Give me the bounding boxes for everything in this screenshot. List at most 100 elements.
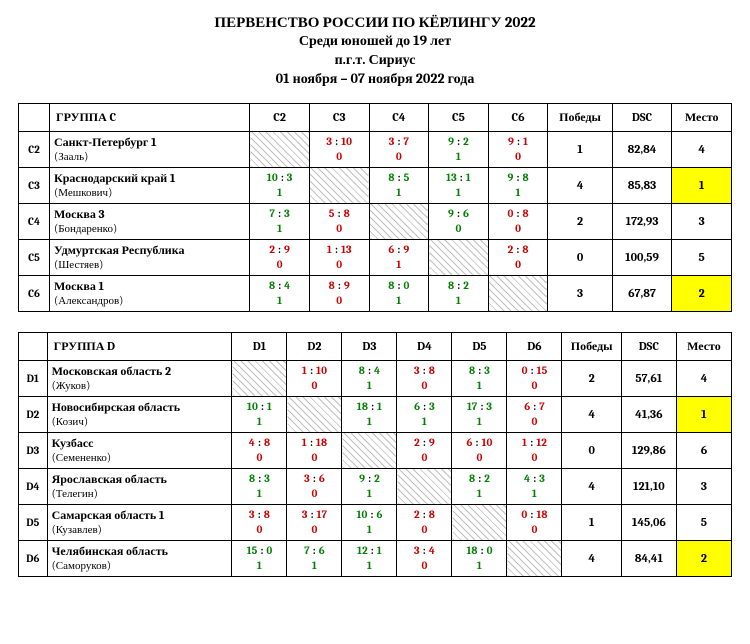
stone: 1 bbox=[493, 186, 544, 199]
score: 6:9 bbox=[374, 243, 425, 256]
match-cell: 1:120 bbox=[507, 432, 562, 468]
stone: 0 bbox=[374, 150, 425, 163]
score: 2:9 bbox=[401, 436, 447, 449]
score: 3:10 bbox=[314, 135, 365, 148]
dsc-cell: 82,84 bbox=[612, 131, 672, 167]
match-cell: 10:61 bbox=[342, 504, 397, 540]
match-cell: 9:10 bbox=[488, 131, 548, 167]
match-cell: 2:80 bbox=[397, 504, 452, 540]
stone: 1 bbox=[236, 559, 282, 572]
team-skip: (Александров) bbox=[54, 294, 245, 307]
stone: 0 bbox=[314, 294, 365, 307]
team-name: Московская область 2 bbox=[52, 364, 228, 379]
score: 9:1 bbox=[493, 135, 544, 148]
place-cell: 1 bbox=[676, 396, 731, 432]
col-header: D5 bbox=[452, 332, 507, 360]
score: 0:8 bbox=[493, 207, 544, 220]
stone: 0 bbox=[254, 258, 305, 271]
score: 9:6 bbox=[433, 207, 484, 220]
score: 6:7 bbox=[511, 400, 557, 413]
stone: 1 bbox=[236, 487, 282, 500]
match-cell: 7:31 bbox=[250, 203, 310, 239]
score: 3:4 bbox=[401, 544, 447, 557]
match-cell: 2:90 bbox=[250, 239, 310, 275]
dsc-cell: 121,10 bbox=[621, 468, 676, 504]
score: 3:7 bbox=[374, 135, 425, 148]
wins-cell: 2 bbox=[548, 203, 612, 239]
score: 18:0 bbox=[456, 544, 502, 557]
place-cell: 5 bbox=[676, 504, 731, 540]
team-name: Краснодарский край 1 bbox=[54, 171, 245, 186]
match-cell: 8:21 bbox=[452, 468, 507, 504]
place-cell: 6 bbox=[676, 432, 731, 468]
wins-cell: 3 bbox=[548, 275, 612, 311]
title-line-4: 01 ноября – 07 ноября 2022 года bbox=[18, 70, 732, 89]
match-cell: 3:80 bbox=[397, 360, 452, 396]
dsc-cell: 57,61 bbox=[621, 360, 676, 396]
row-idx: D6 bbox=[19, 540, 48, 576]
match-cell: 18:11 bbox=[342, 396, 397, 432]
row-idx: C2 bbox=[19, 131, 50, 167]
row-idx: D5 bbox=[19, 504, 48, 540]
title-line-1: ПЕРВЕНСТВО РОССИИ ПО КЁРЛИНГУ 2022 bbox=[18, 12, 732, 32]
match-cell: 10:11 bbox=[232, 396, 287, 432]
diagonal-cell bbox=[488, 275, 548, 311]
team-cell: Санкт-Петербург 1(Зааль) bbox=[50, 131, 250, 167]
wins-header: Победы bbox=[548, 103, 612, 131]
title-line-2: Среди юношей до 19 лет bbox=[18, 32, 732, 51]
score: 1:12 bbox=[511, 436, 557, 449]
stone: 0 bbox=[493, 258, 544, 271]
match-cell: 0:180 bbox=[507, 504, 562, 540]
team-row: C4Москва 3(Бондаренко)7:315:809:600:8021… bbox=[19, 203, 732, 239]
team-name: Кузбасс bbox=[52, 436, 228, 451]
stone: 1 bbox=[456, 487, 502, 500]
score: 8:3 bbox=[236, 472, 282, 485]
idx-header bbox=[19, 103, 50, 131]
score: 8:2 bbox=[433, 279, 484, 292]
place-header: Место bbox=[672, 103, 732, 131]
stone: 1 bbox=[236, 415, 282, 428]
score: 10:6 bbox=[346, 508, 392, 521]
team-row: C5Удмуртская Республика(Шестяев)2:901:13… bbox=[19, 239, 732, 275]
team-cell: Челябинская область(Саморуков) bbox=[47, 540, 232, 576]
score: 2:8 bbox=[493, 243, 544, 256]
score: 8:5 bbox=[374, 171, 425, 184]
match-cell: 10:31 bbox=[250, 167, 310, 203]
dsc-cell: 67,87 bbox=[612, 275, 672, 311]
score: 10:3 bbox=[254, 171, 305, 184]
team-skip: (Семененко) bbox=[52, 451, 228, 464]
match-cell: 17:31 bbox=[452, 396, 507, 432]
stone: 0 bbox=[314, 258, 365, 271]
match-cell: 3:40 bbox=[397, 540, 452, 576]
row-idx: C4 bbox=[19, 203, 50, 239]
diagonal-cell bbox=[232, 360, 287, 396]
team-row: C3Краснодарский край 1(Мешкович)10:318:5… bbox=[19, 167, 732, 203]
score: 8:2 bbox=[456, 472, 502, 485]
team-cell: Москва 3(Бондаренко) bbox=[50, 203, 250, 239]
stone: 1 bbox=[456, 559, 502, 572]
wins-cell: 2 bbox=[562, 360, 621, 396]
place-cell: 3 bbox=[672, 203, 732, 239]
team-name: Новосибирская область bbox=[52, 400, 228, 415]
team-skip: (Телегин) bbox=[52, 487, 228, 500]
wins-cell: 4 bbox=[562, 396, 621, 432]
diagonal-cell bbox=[250, 131, 310, 167]
score: 2:9 bbox=[254, 243, 305, 256]
team-cell: Кузбасс(Семененко) bbox=[47, 432, 232, 468]
team-skip: (Кузавлев) bbox=[52, 523, 228, 536]
match-cell: 9:21 bbox=[429, 131, 489, 167]
score: 6:3 bbox=[401, 400, 447, 413]
match-cell: 8:21 bbox=[429, 275, 489, 311]
match-cell: 8:01 bbox=[369, 275, 429, 311]
stone: 1 bbox=[401, 415, 447, 428]
dsc-cell: 145,06 bbox=[621, 504, 676, 540]
stone: 0 bbox=[314, 150, 365, 163]
stone: 0 bbox=[236, 523, 282, 536]
team-row: D1Московская область 2(Жуков)1:1008:413:… bbox=[19, 360, 732, 396]
match-cell: 6:31 bbox=[397, 396, 452, 432]
diagonal-cell bbox=[287, 396, 342, 432]
idx-header bbox=[19, 332, 48, 360]
score: 8:9 bbox=[314, 279, 365, 292]
group-title: ГРУППА C bbox=[50, 103, 250, 131]
score: 4:8 bbox=[236, 436, 282, 449]
